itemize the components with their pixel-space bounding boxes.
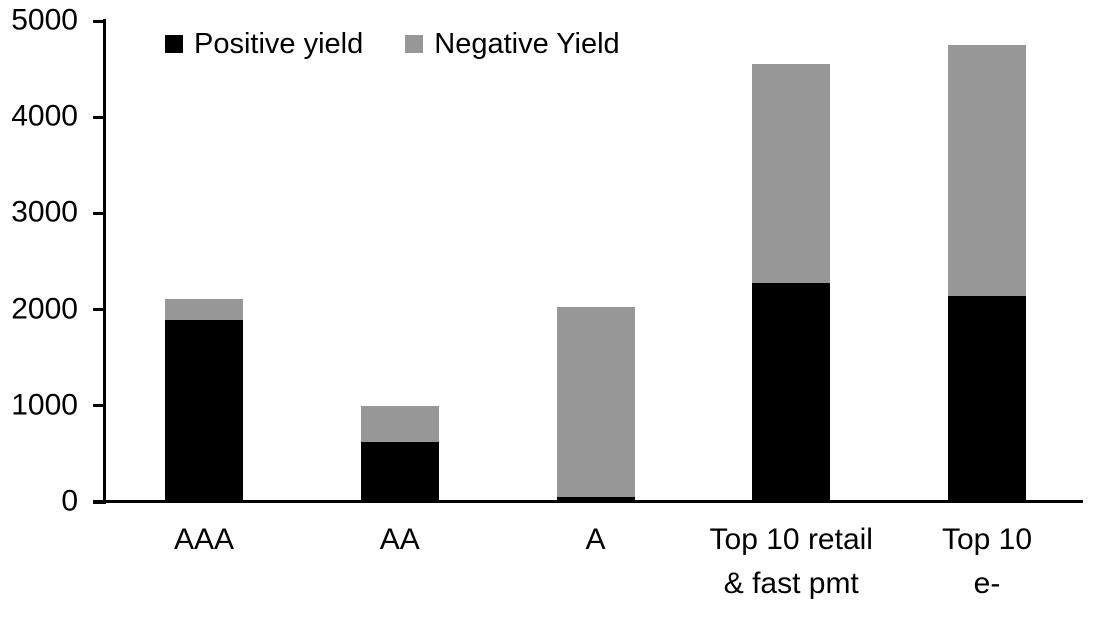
legend-item-positive-yield: Positive yield xyxy=(165,26,363,62)
y-axis-tick xyxy=(93,19,105,23)
x-axis-category-label-4: Top 10 e-commerce xyxy=(917,523,1057,618)
y-axis-tick-label: 3000 xyxy=(11,195,78,229)
legend-swatch-positive-yield-icon xyxy=(165,35,183,53)
x-axis-category-label-2: A xyxy=(585,523,606,556)
bar-segment-negative-1 xyxy=(360,406,439,442)
y-axis-tick-label: 5000 xyxy=(11,3,78,37)
y-axis-tick xyxy=(93,308,105,312)
bar-segment-positive-2 xyxy=(556,497,635,502)
y-axis-tick-label: 4000 xyxy=(11,99,78,133)
chart-legend: Positive yield Negative Yield xyxy=(165,26,620,62)
x-axis-category-label-0: AAA xyxy=(173,523,235,556)
y-axis-line xyxy=(103,19,106,504)
bar-segment-positive-0 xyxy=(165,320,243,502)
bar-segment-negative-2 xyxy=(556,307,635,497)
bar-segment-positive-4 xyxy=(948,296,1026,502)
bar-segment-positive-1 xyxy=(360,442,439,502)
y-axis-tick-label: 0 xyxy=(61,484,78,518)
x-axis-category-label-3: Top 10 retail & fast pmt xyxy=(709,523,873,600)
y-axis-tick xyxy=(93,404,105,408)
bar-segment-negative-4 xyxy=(948,45,1026,296)
y-axis-tick xyxy=(93,500,105,504)
legend-item-negative-yield: Negative Yield xyxy=(405,26,620,62)
legend-label-positive-yield: Positive yield xyxy=(194,28,364,60)
bar-segment-negative-3 xyxy=(752,64,831,283)
x-axis-category-label-1: AA xyxy=(379,523,420,556)
legend-swatch-negative-yield-icon xyxy=(405,35,424,53)
legend-label-negative-yield: Negative Yield xyxy=(434,28,620,60)
bar-segment-positive-3 xyxy=(752,283,831,502)
y-axis-tick-label: 1000 xyxy=(11,388,78,422)
y-axis-tick xyxy=(93,211,105,215)
y-axis-tick-label: 2000 xyxy=(11,291,78,325)
y-axis-tick xyxy=(93,115,105,119)
bar-segment-negative-0 xyxy=(165,299,243,320)
